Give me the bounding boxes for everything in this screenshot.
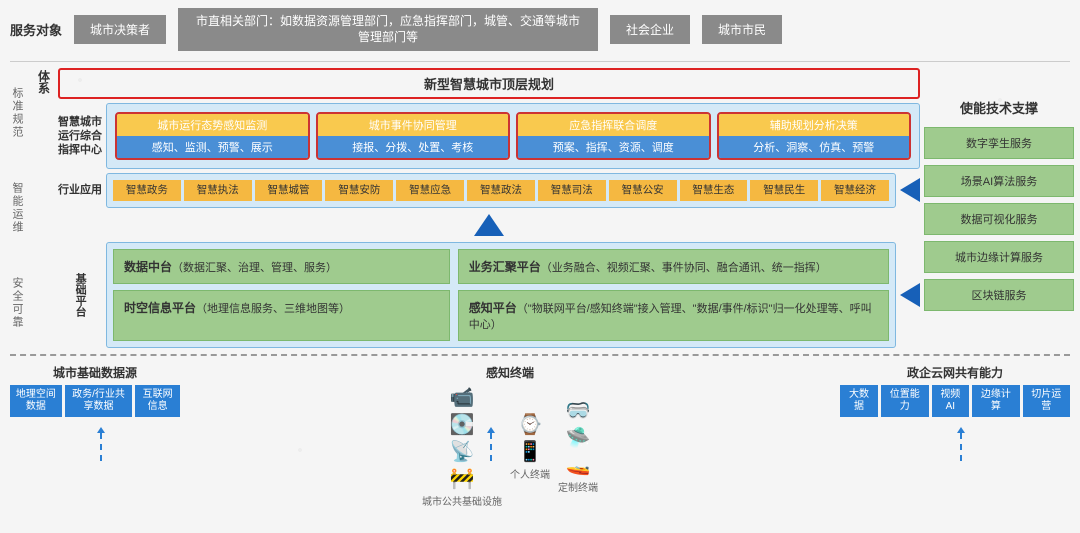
dashed-arrow-icon <box>960 433 962 461</box>
dashed-arrow-icon <box>100 433 102 461</box>
dashed-arrow-icon <box>490 433 492 461</box>
